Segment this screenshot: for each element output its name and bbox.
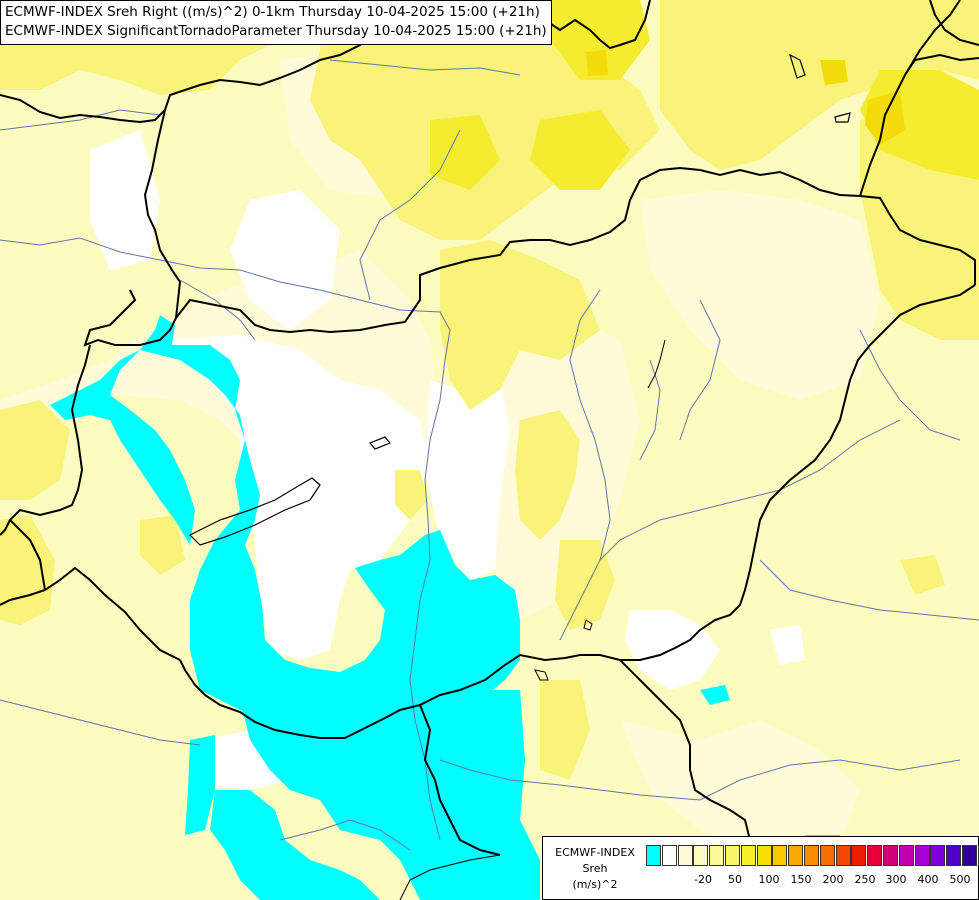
legend-swatch bbox=[772, 845, 788, 866]
legend-swatch bbox=[898, 845, 914, 866]
legend-tick-label: 100 bbox=[758, 873, 780, 886]
legend-tick-label: 50 bbox=[728, 873, 742, 886]
legend-swatch bbox=[882, 845, 898, 866]
color-legend: ECMWF-INDEX Sreh (m/s)^2 -20 50 100 150 200 2… bbox=[542, 836, 979, 900]
legend-variable: Sreh bbox=[582, 862, 608, 875]
legend-swatch bbox=[930, 845, 946, 866]
legend-swatch bbox=[835, 845, 851, 866]
legend-title: ECMWF-INDEX bbox=[555, 846, 635, 859]
cyan-zones bbox=[50, 315, 845, 900]
lakes bbox=[188, 53, 851, 546]
map-title-line-2: ECMWF-INDEX SignificantTornadoParameter … bbox=[5, 23, 547, 39]
legend-swatch bbox=[851, 845, 867, 866]
legend-swatch bbox=[819, 845, 835, 866]
legend-unit: (m/s)^2 bbox=[572, 878, 618, 891]
legend-swatch bbox=[946, 845, 962, 866]
legend-tick-label: 400 bbox=[917, 873, 939, 886]
legend-swatch bbox=[756, 845, 772, 866]
legend-swatch bbox=[961, 845, 977, 866]
legend-tick-label: 500 bbox=[949, 873, 971, 886]
legend-swatch bbox=[867, 845, 883, 866]
legend-tick-label: 250 bbox=[854, 873, 876, 886]
white-zones bbox=[90, 130, 805, 790]
legend-swatch bbox=[724, 845, 740, 866]
detail-lines bbox=[399, 339, 666, 900]
legend-swatches bbox=[646, 845, 979, 866]
legend-swatch bbox=[693, 845, 709, 866]
legend-swatch bbox=[914, 845, 930, 866]
legend-swatch bbox=[788, 845, 804, 866]
legend-ticks: -2050100150200250300400500700 bbox=[643, 873, 973, 889]
legend-tick-label: 200 bbox=[822, 873, 844, 886]
map-title-box: ECMWF-INDEX Sreh Right ((m/s)^2) 0-1km T… bbox=[0, 0, 552, 45]
map-title-line-1: ECMWF-INDEX Sreh Right ((m/s)^2) 0-1km T… bbox=[5, 4, 540, 20]
legend-swatch bbox=[803, 845, 819, 866]
legend-swatch bbox=[661, 845, 677, 866]
legend-tick-label: -20 bbox=[694, 873, 712, 886]
legend-swatch bbox=[977, 845, 979, 866]
legend-swatch bbox=[740, 845, 756, 866]
legend-swatch bbox=[646, 845, 661, 866]
legend-tick-label: 150 bbox=[790, 873, 812, 886]
legend-swatch bbox=[677, 845, 693, 866]
legend-tick-label: 300 bbox=[885, 873, 907, 886]
legend-swatch bbox=[709, 845, 725, 866]
